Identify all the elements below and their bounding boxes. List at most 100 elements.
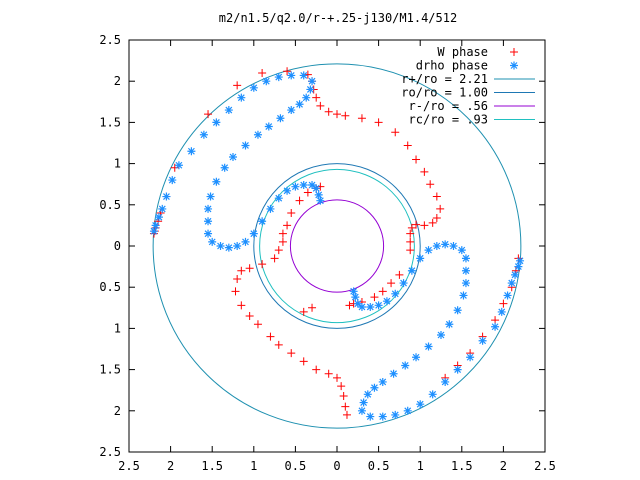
data-point	[457, 246, 466, 255]
data-point	[424, 342, 433, 351]
data-point	[258, 68, 267, 77]
data-point	[403, 406, 412, 415]
data-point	[299, 357, 308, 366]
data-point	[220, 163, 229, 172]
data-point	[274, 246, 283, 255]
data-point	[378, 412, 387, 421]
data-point	[324, 369, 333, 378]
data-point	[437, 330, 445, 339]
data-point	[507, 279, 516, 288]
legend-label: rc/ro = .93	[409, 113, 488, 127]
data-point	[412, 353, 421, 362]
x-tick-label: 0.5	[368, 459, 390, 473]
data-point	[174, 161, 183, 170]
data-point	[341, 402, 350, 411]
legend-label: r+/ro = 2.21	[401, 72, 488, 86]
data-point	[436, 204, 445, 213]
data-point	[204, 110, 213, 119]
data-point	[212, 118, 221, 127]
data-point	[403, 141, 412, 150]
y-axis-ticks: 2.5 2 1.5 1 0.5 0 0.5 1 1.5 2 2.5	[99, 33, 545, 459]
y-tick-label: 1.5	[99, 115, 121, 129]
data-point	[216, 242, 225, 250]
data-point	[420, 167, 429, 176]
data-point	[249, 83, 258, 92]
x-tick-label: 1	[417, 459, 424, 473]
y-tick-label: 2	[114, 74, 121, 88]
data-point	[407, 266, 416, 275]
data-point	[162, 192, 171, 201]
y-tick-label: 2.5	[99, 445, 121, 459]
data-point	[245, 264, 254, 273]
data-point	[237, 93, 246, 102]
data-point	[314, 190, 323, 199]
data-point	[274, 194, 283, 203]
data-point	[154, 213, 163, 222]
y-tick-label: 0.5	[99, 280, 121, 294]
data-point	[264, 122, 273, 131]
data-point	[453, 306, 462, 315]
legend-swatch	[510, 48, 518, 56]
data-point	[399, 279, 408, 288]
data-point	[287, 71, 296, 80]
data-point	[233, 81, 242, 90]
data-point	[359, 398, 368, 407]
data-point	[391, 289, 400, 298]
data-point	[306, 85, 315, 94]
data-point	[516, 256, 525, 265]
data-point	[299, 307, 308, 316]
series-drho-phase	[149, 71, 525, 421]
data-point	[237, 266, 246, 275]
x-tick-label: 2.5	[534, 459, 556, 473]
data-point	[270, 254, 279, 263]
data-point	[241, 237, 250, 246]
data-point	[366, 302, 375, 311]
data-point	[316, 196, 325, 205]
data-point	[514, 262, 523, 271]
data-point	[395, 270, 404, 279]
data-point	[406, 246, 415, 255]
data-point	[416, 400, 425, 409]
data-point	[406, 229, 415, 238]
data-point	[287, 349, 296, 358]
data-point	[199, 130, 208, 139]
data-point	[339, 391, 348, 400]
y-tick-label: 1	[114, 321, 121, 335]
data-point	[312, 365, 321, 374]
data-point	[511, 270, 520, 279]
x-tick-label: 0.5	[285, 459, 307, 473]
data-point	[237, 301, 246, 310]
data-point	[370, 293, 379, 302]
data-point	[299, 181, 308, 190]
legend-swatch	[510, 61, 518, 70]
data-point	[204, 217, 213, 226]
data-point	[341, 111, 350, 120]
data-point	[337, 382, 346, 391]
data-point	[274, 73, 283, 82]
data-point	[378, 377, 387, 386]
data-point	[420, 221, 429, 230]
data-point	[478, 336, 487, 345]
data-point	[453, 365, 462, 374]
data-point	[299, 71, 308, 80]
data-point	[391, 128, 400, 137]
data-point	[283, 221, 292, 230]
data-point	[241, 141, 250, 150]
data-point	[258, 260, 267, 269]
y-tick-label: 1	[114, 157, 121, 171]
data-point	[295, 196, 304, 205]
x-tick-label: 2	[500, 459, 507, 473]
data-point	[231, 287, 240, 296]
data-point	[459, 291, 468, 300]
data-point	[389, 369, 398, 378]
data-point	[206, 192, 215, 201]
data-point	[428, 390, 437, 399]
data-point	[499, 299, 508, 308]
radius-circles	[152, 63, 522, 429]
data-point	[357, 114, 366, 123]
data-point	[333, 373, 341, 382]
data-point	[149, 227, 158, 236]
y-tick-label: 1.5	[99, 363, 121, 377]
circle-r-ro	[152, 63, 522, 429]
data-point	[432, 192, 441, 201]
